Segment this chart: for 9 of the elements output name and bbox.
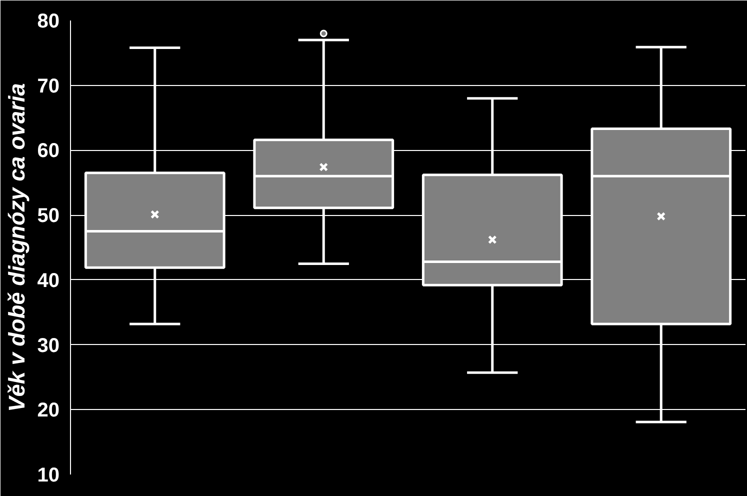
y-tick-label: 80 [37, 10, 60, 32]
y-tick-label: 10 [37, 464, 60, 486]
y-axis-title: Věk v době diagnózy ca ovaria [3, 83, 30, 412]
y-tick-label: 30 [37, 334, 60, 357]
y-tick-label: 50 [37, 205, 60, 228]
y-tick-label: 60 [37, 140, 60, 162]
y-tick-label: 40 [37, 270, 60, 292]
y-tick-label: 20 [37, 400, 60, 422]
y-tick-label: 70 [37, 75, 60, 98]
